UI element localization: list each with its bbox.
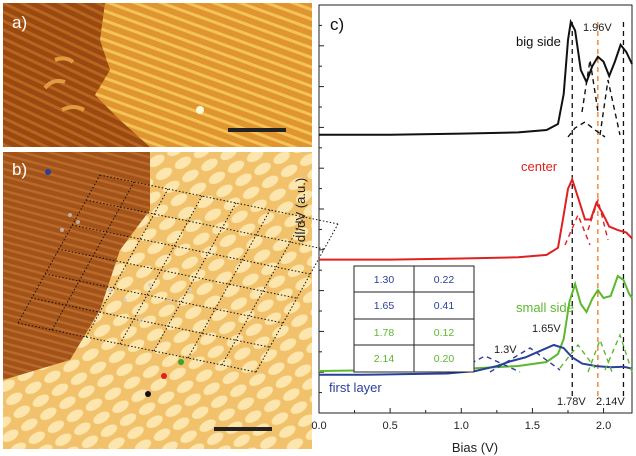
panel-b-image: [3, 152, 339, 449]
table-cell: 1.65: [374, 300, 395, 312]
panel-a-label: a): [12, 13, 27, 32]
x-tick-label: 0.0: [311, 420, 326, 432]
y-axis-title: dI/dV (a.u.): [293, 178, 308, 242]
table-cell: 1.30: [374, 274, 395, 286]
x-ticks: 0.0 0.5 1.0 1.5 2.0: [311, 408, 611, 432]
table-cell: 0.12: [434, 327, 455, 339]
x-tick-label: 1.0: [454, 420, 469, 432]
series-lines: [318, 18, 633, 376]
annotation-1-78v: 1.78V: [557, 396, 586, 408]
fit-table: 1.30 0.22 1.65 0.41 1.78 0.12 2.14 0.20: [353, 265, 475, 373]
lattice-grid: [17, 174, 339, 373]
x-tick-label: 0.5: [382, 420, 397, 432]
panel-a-image: [3, 3, 312, 147]
series-label-first-layer: first layer: [329, 380, 382, 395]
series-label-big-side: big side: [516, 34, 561, 49]
panel-c-label: c): [330, 15, 344, 34]
x-tick-label: 2.0: [596, 420, 611, 432]
y-ticks: [319, 24, 324, 394]
series-label-center: center: [521, 159, 558, 174]
panel-b-label: b): [12, 160, 27, 179]
series-label-small-side: small side: [516, 300, 574, 315]
x-axis-title: Bias (V): [452, 440, 498, 455]
annotation-1-3v: 1.3V: [494, 344, 517, 356]
series-line-big-side: [319, 18, 633, 136]
spectra-chart: 0.0 0.5 1.0 1.5 2.0 1.96V 1.3V 1.65V 1.78V 2…: [293, 4, 633, 455]
table-cell: 0.41: [434, 300, 455, 312]
annotation-1-96v: 1.96V: [583, 22, 612, 34]
x-tick-label: 1.5: [525, 420, 540, 432]
vertical-guides: [571, 22, 625, 398]
table-cell: 2.14: [374, 353, 395, 365]
annotation-1-65v: 1.65V: [532, 323, 561, 335]
table-cell: 0.20: [434, 353, 455, 365]
series-line-first-layer: [319, 343, 633, 376]
series-line-small-side: [318, 274, 633, 372]
annotation-2-14v: 2.14V: [596, 396, 625, 408]
table-cell: 1.78: [374, 327, 395, 339]
table-cell: 0.22: [434, 274, 455, 286]
series-line-center: [319, 176, 633, 261]
